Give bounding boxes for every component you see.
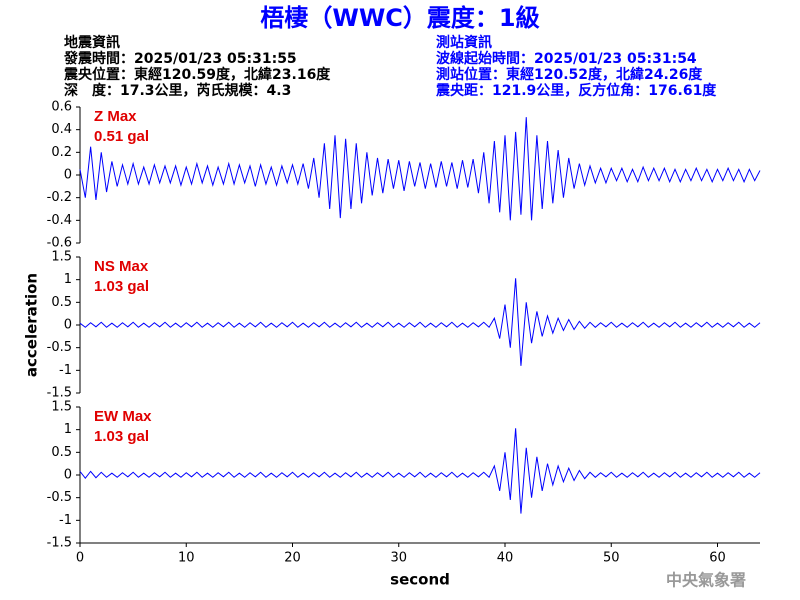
y-tick-label: -0.4 bbox=[47, 213, 72, 228]
annotation: EW Max bbox=[94, 408, 152, 425]
annotation: NS Max bbox=[94, 258, 149, 275]
waveform bbox=[79, 117, 761, 221]
y-tick-label: -1 bbox=[59, 363, 72, 378]
waveform bbox=[79, 428, 761, 514]
annotation: 1.03 gal bbox=[94, 278, 149, 295]
y-tick-label: -0.6 bbox=[47, 236, 72, 251]
y-tick-label: 0 bbox=[64, 318, 72, 333]
y-tick-label: -0.5 bbox=[47, 490, 72, 505]
waveform bbox=[79, 278, 761, 366]
y-tick-label: 1 bbox=[64, 272, 72, 287]
annotation: Z Max bbox=[94, 108, 137, 125]
x-tick-label: 10 bbox=[178, 551, 195, 566]
y-tick-label: 0.4 bbox=[51, 122, 72, 137]
footer: 中央氣象署 bbox=[666, 571, 746, 590]
x-tick-label: 0 bbox=[76, 551, 84, 566]
y-tick-label: 1.5 bbox=[51, 400, 72, 415]
x-tick-label: 60 bbox=[709, 551, 726, 566]
info-right: 波線起始時間：2025/01/23 05:31:54 bbox=[436, 50, 697, 67]
y-tick-label: -1.5 bbox=[47, 536, 72, 551]
annotation: 1.03 gal bbox=[94, 428, 149, 445]
info-left: 震央位置：東經120.59度，北緯23.16度 bbox=[63, 66, 331, 83]
x-tick-label: 20 bbox=[284, 551, 301, 566]
info-left: 發震時間：2025/01/23 05:31:55 bbox=[63, 50, 297, 67]
y-tick-label: 0.5 bbox=[51, 445, 72, 460]
y-tick-label: -1.5 bbox=[47, 386, 72, 401]
x-tick-label: 50 bbox=[603, 551, 620, 566]
x-tick-label: 40 bbox=[497, 551, 514, 566]
info-left: 地震資訊 bbox=[64, 34, 120, 51]
info-left: 深 度：17.3公里，芮氏規模：4.3 bbox=[64, 82, 291, 99]
annotation: 0.51 gal bbox=[94, 128, 149, 145]
y-tick-label: 1 bbox=[64, 422, 72, 437]
y-axis-label: acceleration bbox=[23, 273, 41, 377]
y-tick-label: 0.2 bbox=[51, 145, 72, 160]
info-right: 測站資訊 bbox=[436, 34, 492, 51]
y-tick-label: 1.5 bbox=[51, 250, 72, 265]
y-tick-label: -0.5 bbox=[47, 340, 72, 355]
info-right: 測站位置：東經120.52度，北緯24.26度 bbox=[436, 66, 703, 83]
y-tick-label: 0 bbox=[64, 168, 72, 183]
x-tick-label: 30 bbox=[390, 551, 407, 566]
y-tick-label: 0 bbox=[64, 468, 72, 483]
title: 梧棲（WWC）震度：1級 bbox=[260, 4, 539, 32]
info-right: 震央距：121.9公里，反方位角：176.61度 bbox=[435, 82, 717, 99]
y-tick-label: 0.5 bbox=[51, 295, 72, 310]
y-tick-label: -0.2 bbox=[47, 190, 72, 205]
x-axis-label: second bbox=[390, 571, 450, 589]
y-tick-label: 0.6 bbox=[51, 100, 72, 115]
y-tick-label: -1 bbox=[59, 513, 72, 528]
